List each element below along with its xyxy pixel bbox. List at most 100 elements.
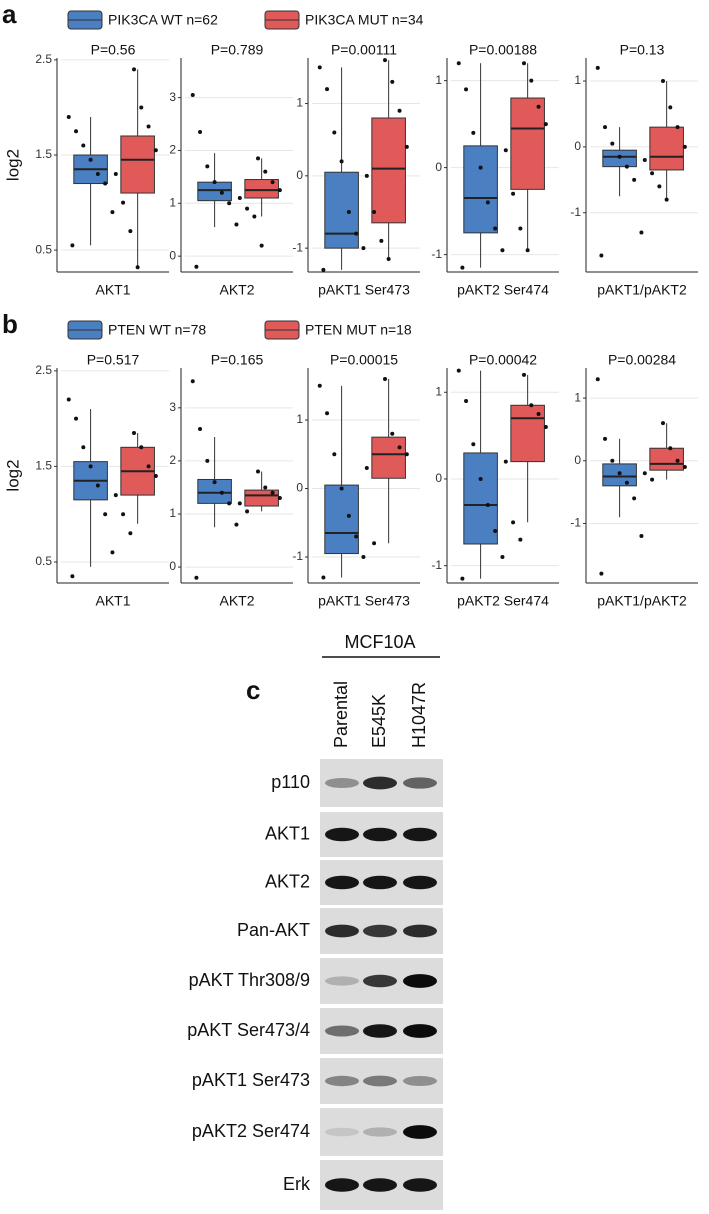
data-point: [81, 143, 86, 148]
y-tick-label: 0: [435, 471, 442, 485]
data-point: [661, 421, 665, 426]
blot-band: [363, 875, 397, 890]
data-point: [460, 576, 465, 581]
y-tick-label: 2.5: [35, 52, 52, 66]
data-point: [256, 156, 260, 161]
data-point: [95, 483, 100, 488]
data-point: [599, 253, 604, 258]
x-axis-label: AKT1: [95, 593, 130, 609]
blot-strip: [320, 1058, 443, 1104]
data-point: [372, 541, 377, 546]
blot-band: [363, 776, 397, 790]
data-point: [668, 105, 673, 110]
data-point: [383, 58, 387, 63]
data-point: [624, 164, 629, 169]
data-point: [121, 200, 126, 205]
data-point: [610, 458, 615, 463]
data-point: [522, 61, 526, 66]
blot-band: [403, 1178, 437, 1192]
data-point: [110, 550, 115, 555]
data-point: [518, 537, 523, 542]
data-point: [657, 184, 662, 189]
x-axis-label: AKT1: [95, 282, 130, 298]
data-point: [511, 191, 516, 196]
x-axis-label: pAKT1/pAKT2: [597, 282, 687, 298]
data-point: [270, 490, 275, 495]
data-point: [332, 452, 337, 457]
data-point: [518, 226, 523, 231]
data-point: [493, 528, 498, 533]
data-point: [610, 141, 615, 146]
blot-band: [325, 875, 359, 890]
data-point: [256, 469, 260, 474]
data-point: [364, 173, 369, 178]
data-point: [485, 502, 490, 507]
blot-band: [325, 1178, 359, 1192]
y-tick-label: 0: [169, 559, 176, 573]
blot-band: [325, 1127, 359, 1137]
data-point: [95, 172, 100, 177]
lane-label: Parental: [331, 681, 351, 748]
y-tick-label: -1: [570, 205, 581, 219]
data-point: [664, 197, 669, 202]
blot-band: [325, 976, 359, 986]
blot-band: [363, 827, 397, 842]
data-point: [103, 181, 108, 186]
box: [120, 135, 155, 194]
data-point: [478, 165, 483, 170]
data-point: [668, 446, 673, 451]
y-tick-label: 0: [574, 139, 581, 153]
data-point: [339, 159, 344, 164]
data-point: [599, 571, 604, 576]
data-point: [503, 459, 508, 464]
blot-band: [325, 1025, 359, 1037]
data-point: [81, 445, 86, 450]
data-point: [339, 486, 344, 491]
y-tick-label: 0.5: [35, 242, 52, 256]
y-tick-label: 1: [574, 73, 581, 87]
blot-band: [363, 974, 397, 988]
data-point: [121, 512, 126, 517]
blot-band: [403, 777, 437, 789]
panel-label: b: [2, 309, 18, 339]
y-axis-label: log2: [3, 459, 22, 491]
y-tick-label: 1: [169, 506, 176, 520]
data-point: [132, 430, 136, 435]
y-tick-label: 0: [296, 481, 303, 495]
chart-title: P=0.165: [211, 352, 264, 368]
data-point: [252, 214, 257, 219]
box: [197, 478, 232, 504]
chart-title: P=0.00015: [330, 352, 398, 368]
data-point: [485, 200, 490, 205]
y-tick-label: -1: [431, 558, 442, 572]
legend-label: PIK3CA WT n=62: [108, 12, 218, 28]
blot-band: [325, 1075, 359, 1087]
data-point: [682, 465, 687, 470]
data-point: [529, 78, 534, 83]
data-point: [237, 501, 242, 506]
chart-title: P=0.789: [211, 42, 264, 58]
blot-band: [403, 827, 437, 842]
data-point: [642, 471, 647, 476]
y-tick-label: 0.5: [35, 554, 52, 568]
data-point: [456, 368, 461, 373]
data-point: [270, 180, 275, 185]
data-point: [128, 229, 133, 234]
data-point: [70, 243, 75, 248]
data-point: [70, 574, 75, 579]
data-point: [110, 210, 115, 215]
blot-band: [363, 1075, 397, 1087]
x-axis-label: AKT2: [219, 593, 254, 609]
data-point: [642, 158, 647, 163]
data-point: [132, 67, 136, 72]
data-point: [219, 490, 224, 495]
x-axis-label: pAKT2 Ser474: [457, 282, 549, 298]
data-point: [364, 465, 369, 470]
data-point: [66, 397, 71, 402]
data-point: [139, 445, 144, 450]
y-tick-label: -1: [570, 516, 581, 530]
data-point: [511, 520, 516, 525]
data-point: [205, 458, 210, 463]
data-point: [153, 473, 158, 478]
data-point: [361, 246, 366, 251]
